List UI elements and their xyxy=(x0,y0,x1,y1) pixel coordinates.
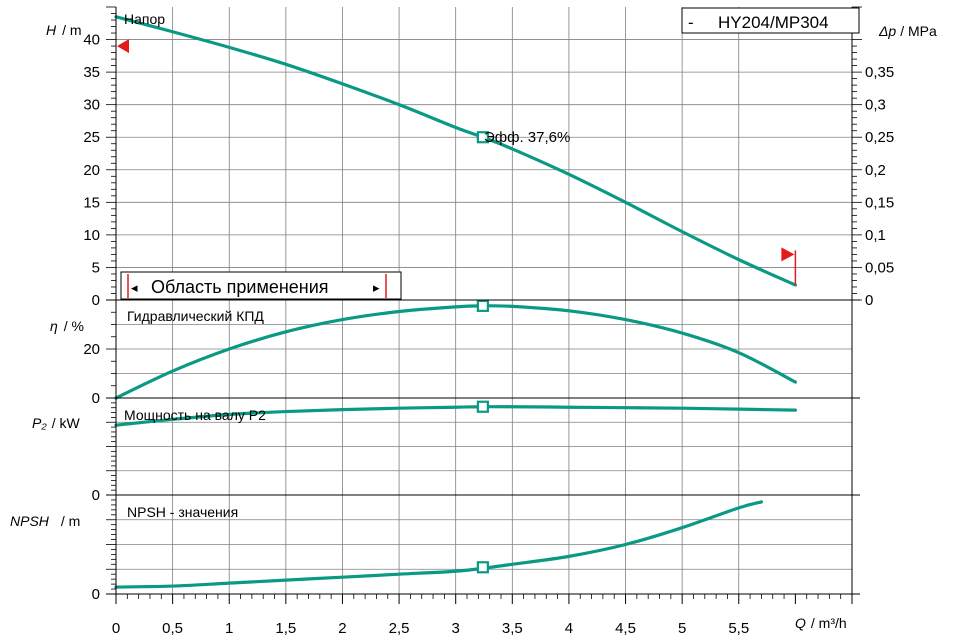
y-tick-label: 5 xyxy=(92,259,100,276)
legend: - HY204/MP304 xyxy=(681,7,860,34)
x-tick-label: 4,5 xyxy=(615,620,636,636)
max-flow-marker xyxy=(781,247,795,262)
legend-dash: - xyxy=(688,13,694,32)
efficiency-panel-title: Гидравлический КПД xyxy=(127,308,264,324)
y-tick-label: 0 xyxy=(92,390,100,407)
y-tick-label: 10 xyxy=(83,227,100,244)
series-layer xyxy=(114,15,797,589)
pressure-axis-label: Δp / MPa xyxy=(878,23,937,39)
operating-point-npsh xyxy=(476,561,489,574)
x-tick-label: 3,5 xyxy=(502,620,523,636)
y-tick-label: 25 xyxy=(83,129,100,146)
npsh-panel-title: NPSH - значения xyxy=(127,504,238,520)
curve-npsh xyxy=(114,500,764,589)
x-tick-label: 2 xyxy=(338,620,346,636)
y2-tick-label: 0,3 xyxy=(865,97,886,114)
x-tick-label: 0,5 xyxy=(162,620,183,636)
y-tick-label: 0 xyxy=(92,586,100,603)
x-tick-label: 4 xyxy=(565,620,573,636)
flow-axis-label: Q / m³/h xyxy=(795,615,847,631)
operating-point-head xyxy=(476,131,489,144)
x-tick-label: 5 xyxy=(678,620,686,636)
legend-label: HY204/MP304 xyxy=(718,13,829,32)
efficiency-annotation: Эфф. 37,6% xyxy=(484,129,570,146)
operating-point-efficiency xyxy=(476,299,489,312)
y-tick-label: 0 xyxy=(92,487,100,504)
application-range-right-marker: ▸ xyxy=(373,280,380,295)
y-tick-label: 15 xyxy=(83,194,100,211)
application-range-label: Область применения xyxy=(151,277,329,297)
curve-efficiency xyxy=(114,304,797,400)
y2-tick-label: 0 xyxy=(865,292,873,309)
operating-point-power xyxy=(476,400,489,413)
head-panel-title: Напор xyxy=(124,11,165,27)
application-range-left-marker: ◂ xyxy=(131,280,138,295)
x-tick-label: 3 xyxy=(452,620,460,636)
application-range: ◂ Область применения ▸ xyxy=(120,271,402,300)
y2-tick-label: 0,35 xyxy=(865,64,894,81)
curve-head xyxy=(114,15,797,287)
application-range-box xyxy=(120,271,402,300)
y-tick-label: 20 xyxy=(83,162,100,179)
curve-power xyxy=(114,405,797,427)
x-tick-label: 1,5 xyxy=(275,620,296,636)
y-tick-label: 30 xyxy=(83,97,100,114)
head-axis-label: H / m xyxy=(46,22,82,38)
npsh-axis-label: NPSH / m xyxy=(10,513,80,529)
y2-tick-label: 0,05 xyxy=(865,259,894,276)
marker-layer xyxy=(117,39,797,286)
power-axis-label: P₂ / kW xyxy=(32,415,80,431)
x-tick-label: 0 xyxy=(112,620,120,636)
power-panel-title: Мощность на валу P2 xyxy=(124,407,266,423)
y2-tick-label: 0,2 xyxy=(865,162,886,179)
y2-tick-label: 0,1 xyxy=(865,227,886,244)
y-tick-label: 0 xyxy=(92,292,100,309)
efficiency-axis-label: η / % xyxy=(50,318,84,334)
y-tick-label: 35 xyxy=(83,64,100,81)
min-head-marker xyxy=(117,39,129,54)
y2-tick-label: 0,15 xyxy=(865,194,894,211)
y-tick-label: 20 xyxy=(83,341,100,358)
x-tick-label: 2,5 xyxy=(389,620,410,636)
x-tick-label: 5,5 xyxy=(728,620,749,636)
legend-box xyxy=(681,7,860,34)
x-tick-label: 1 xyxy=(225,620,233,636)
y2-tick-label: 0,25 xyxy=(865,129,894,146)
y-tick-label: 40 xyxy=(83,32,100,49)
